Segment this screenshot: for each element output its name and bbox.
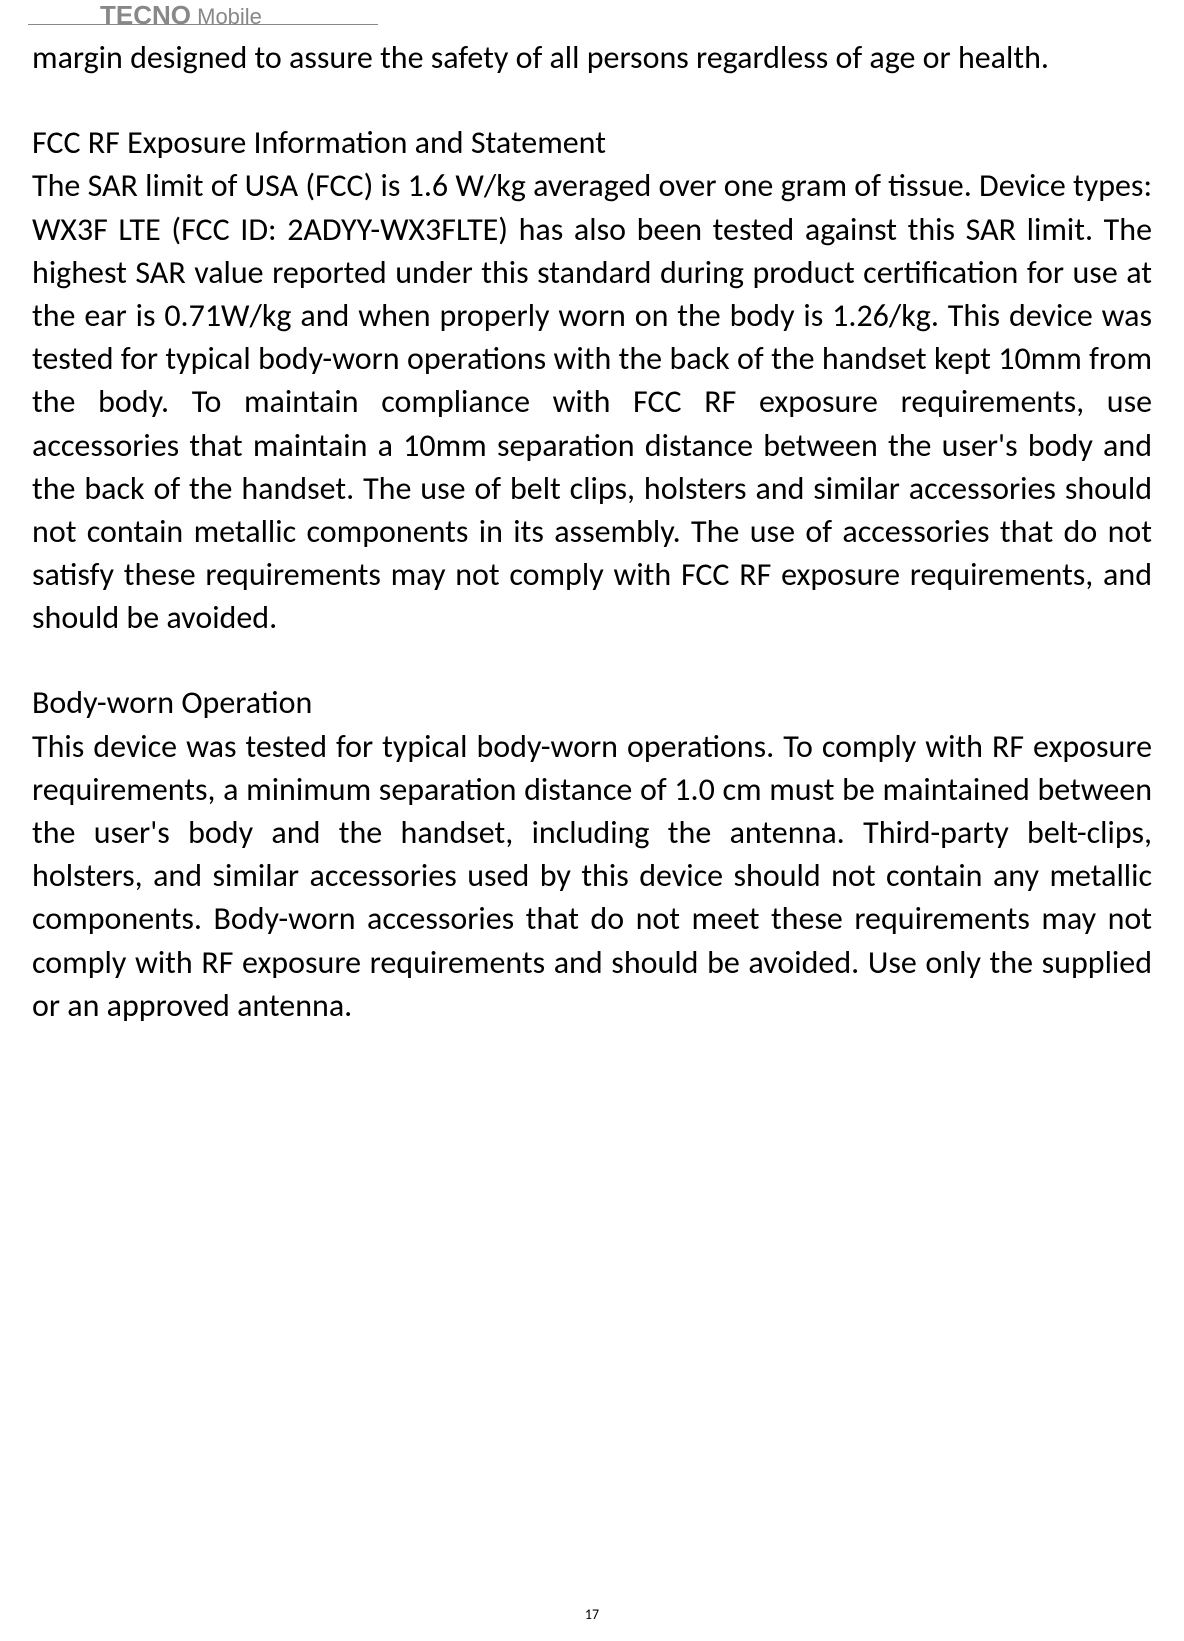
section1-heading: FCC RF Exposure Information and Statemen… [32,121,1152,164]
page-content: margin designed to assure the safety of … [32,36,1152,1027]
section-spacer [32,79,1152,121]
logo-mobile-text: Mobile [191,4,262,29]
section2-heading: Body-worn Operation [32,681,1152,724]
page-number: 17 [585,1606,599,1623]
logo-tecno-text: TECNO [100,0,191,30]
section-spacer [32,639,1152,681]
section2-body: This device was tested for typical body-… [32,725,1152,1027]
brand-logo: TECNO Mobile [100,0,262,31]
intro-fragment-paragraph: margin designed to assure the safety of … [32,36,1152,79]
section1-body: The SAR limit of USA (FCC) is 1.6 W/kg a… [32,164,1152,639]
